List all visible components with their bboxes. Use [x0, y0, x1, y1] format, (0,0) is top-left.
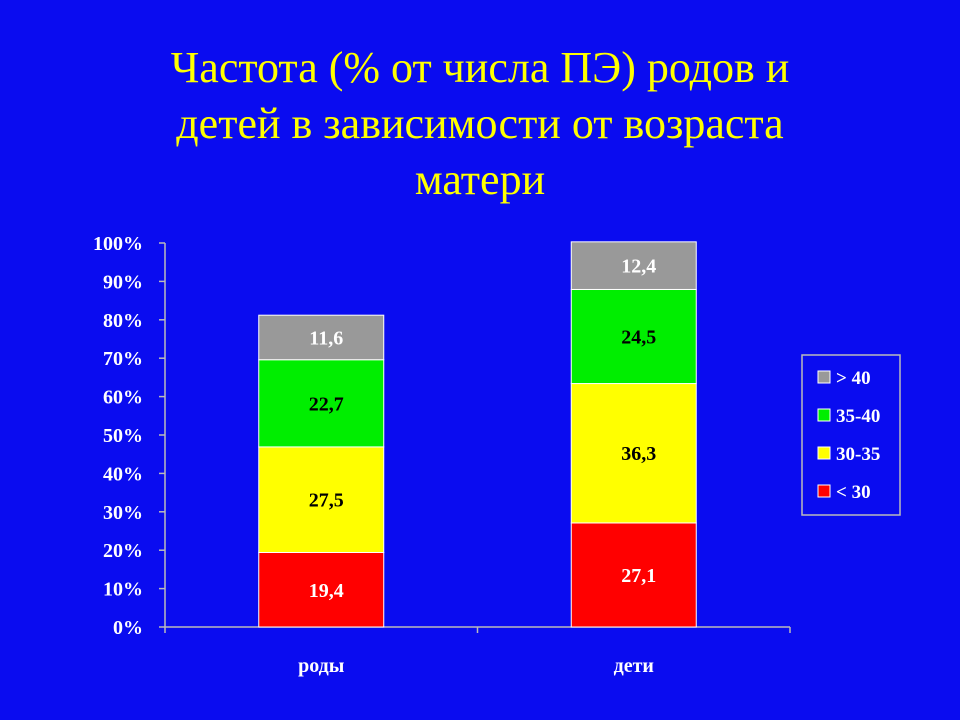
- y-tick-label: 0%: [113, 617, 143, 639]
- legend-swatch: [817, 408, 831, 422]
- data-label: 27,1: [621, 565, 656, 587]
- x-category-label: роды: [298, 655, 345, 677]
- data-label: 27,5: [309, 490, 344, 512]
- data-label: 12,4: [621, 256, 656, 278]
- bar-segment: [258, 314, 385, 361]
- legend-label: 35-40: [836, 406, 880, 427]
- legend-label: < 30: [836, 482, 871, 503]
- title-line-2: детей в зависимости от возраста: [176, 99, 784, 148]
- data-label: 24,5: [621, 327, 656, 349]
- title-line-1: Частота (% от числа ПЭ) родов и: [170, 43, 790, 92]
- data-label: 22,7: [309, 393, 344, 415]
- y-tick-label: 100%: [93, 233, 143, 255]
- y-tick-label: 20%: [103, 540, 143, 562]
- bar-segment: [570, 522, 697, 628]
- y-tick-label: 10%: [103, 579, 143, 601]
- data-label: 36,3: [621, 443, 656, 465]
- bar-segment: [258, 359, 385, 448]
- legend-box: [801, 354, 901, 516]
- y-tick-label: 30%: [103, 502, 143, 524]
- y-tick-label: 60%: [103, 387, 143, 409]
- legend-swatch: [817, 370, 831, 384]
- legend-swatch: [817, 484, 831, 498]
- legend-label: 30-35: [836, 444, 880, 465]
- slide-title: Частота (% от числа ПЭ) родов и детей в …: [60, 40, 900, 208]
- bar-segment: [570, 288, 697, 385]
- legend-swatch: [817, 446, 831, 460]
- y-tick-label: 70%: [103, 348, 143, 370]
- y-tick-label: 80%: [103, 310, 143, 332]
- y-tick-label: 40%: [103, 463, 143, 485]
- data-label: 19,4: [309, 580, 344, 602]
- title-line-3: матери: [414, 155, 546, 204]
- y-tick-label: 90%: [103, 271, 143, 293]
- y-tick-label: 50%: [103, 425, 143, 447]
- bar-segment: [570, 241, 697, 290]
- x-category-label: дети: [614, 655, 654, 677]
- data-label: 11,6: [309, 327, 343, 349]
- legend-label: > 40: [836, 368, 871, 389]
- bar-segment: [258, 446, 385, 554]
